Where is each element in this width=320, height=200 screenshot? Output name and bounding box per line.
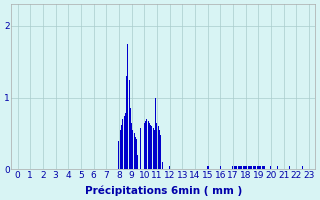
- Bar: [207, 166, 208, 169]
- Bar: [253, 166, 254, 169]
- Bar: [258, 166, 259, 169]
- Bar: [146, 119, 147, 169]
- Bar: [135, 137, 136, 169]
- Bar: [254, 166, 255, 169]
- Bar: [232, 166, 234, 169]
- Bar: [159, 130, 160, 169]
- Bar: [234, 166, 235, 169]
- Bar: [246, 166, 247, 169]
- Bar: [257, 166, 258, 169]
- Bar: [236, 166, 237, 169]
- Bar: [120, 130, 121, 169]
- Bar: [131, 123, 132, 169]
- Bar: [151, 126, 152, 169]
- Bar: [126, 76, 127, 169]
- Bar: [240, 166, 241, 169]
- Bar: [150, 125, 151, 169]
- Bar: [259, 166, 260, 169]
- Bar: [244, 166, 245, 169]
- Bar: [260, 166, 261, 169]
- Bar: [154, 130, 155, 169]
- Bar: [136, 139, 137, 169]
- Bar: [248, 166, 249, 169]
- Bar: [121, 125, 122, 169]
- Bar: [220, 166, 221, 169]
- Bar: [239, 166, 240, 169]
- Bar: [162, 162, 163, 169]
- Bar: [155, 98, 156, 169]
- Bar: [153, 128, 154, 169]
- Bar: [156, 123, 157, 169]
- Bar: [250, 166, 251, 169]
- Bar: [249, 166, 250, 169]
- Bar: [290, 166, 291, 169]
- Bar: [302, 166, 303, 169]
- Bar: [118, 141, 119, 169]
- Bar: [144, 123, 145, 169]
- Bar: [208, 166, 209, 169]
- Bar: [129, 80, 130, 169]
- Bar: [160, 135, 161, 169]
- Bar: [243, 166, 244, 169]
- Bar: [158, 126, 159, 169]
- Bar: [262, 166, 263, 169]
- Bar: [138, 155, 139, 169]
- Bar: [277, 166, 278, 169]
- Bar: [263, 166, 264, 169]
- Bar: [134, 133, 135, 169]
- Bar: [145, 121, 146, 169]
- Bar: [264, 166, 265, 169]
- Bar: [127, 44, 128, 169]
- Bar: [245, 166, 246, 169]
- Bar: [130, 108, 131, 169]
- X-axis label: Précipitations 6min ( mm ): Précipitations 6min ( mm ): [85, 185, 242, 196]
- Bar: [237, 166, 238, 169]
- Bar: [235, 166, 236, 169]
- Bar: [140, 128, 141, 169]
- Bar: [169, 166, 170, 169]
- Bar: [125, 113, 126, 169]
- Bar: [241, 166, 242, 169]
- Bar: [132, 130, 133, 169]
- Bar: [270, 166, 271, 169]
- Bar: [255, 166, 256, 169]
- Bar: [122, 119, 123, 169]
- Bar: [149, 123, 150, 169]
